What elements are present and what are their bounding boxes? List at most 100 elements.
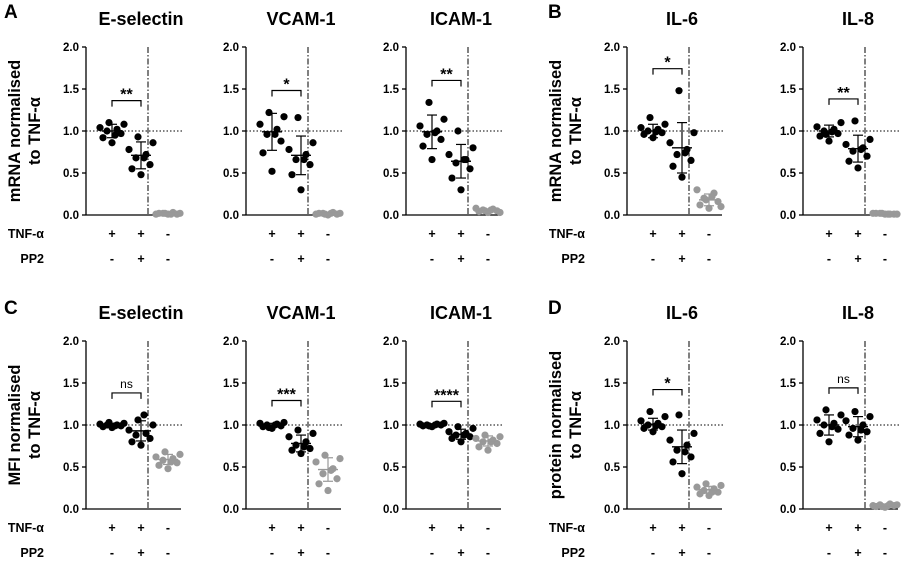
- data-point: [708, 488, 716, 496]
- data-point: [312, 210, 320, 218]
- condition-tnf-sign: +: [678, 521, 685, 535]
- y-tick-label: 1.5: [780, 378, 797, 390]
- data-point: [837, 411, 845, 419]
- condition-tnf-sign: -: [486, 227, 490, 241]
- significance-label: **: [837, 85, 850, 102]
- data-point: [256, 120, 264, 128]
- y-axis-title: mRNA normalised: [6, 60, 24, 202]
- y-tick-label: 1.0: [223, 420, 239, 432]
- panel-letter-a: A: [4, 2, 18, 23]
- data-point: [164, 465, 172, 473]
- y-tick-label: 0.5: [604, 168, 621, 180]
- chart-title: IL-8: [842, 303, 874, 323]
- data-point: [708, 192, 716, 201]
- data-point: [437, 135, 445, 143]
- data-point: [140, 154, 148, 162]
- data-point: [268, 167, 276, 175]
- condition-tnf-sign: +: [457, 227, 464, 241]
- condition-pp2-sign: -: [430, 252, 434, 266]
- data-point: [96, 420, 104, 428]
- condition-pp2-sign: +: [137, 252, 144, 266]
- chart-d1: IL-6 protein normalised to TNF-α 0.0 0.5 1.0 1…: [547, 303, 725, 560]
- y-tick-label: 1.5: [604, 84, 621, 96]
- condition-pp2-sign: -: [270, 546, 274, 560]
- data-point: [487, 438, 495, 446]
- condition-tnf-sign: +: [678, 227, 685, 241]
- data-point: [416, 420, 424, 428]
- y-tick-label: 0.0: [780, 210, 796, 222]
- condition-pp2-sign: +: [854, 546, 861, 560]
- condition-tnf-sign: +: [825, 227, 832, 241]
- data-point: [646, 113, 654, 122]
- chart-title: VCAM-1: [266, 9, 335, 29]
- data-point: [105, 418, 113, 427]
- data-point: [869, 502, 877, 510]
- data-point: [292, 441, 300, 449]
- data-point: [120, 120, 128, 128]
- data-point: [146, 161, 154, 169]
- data-point: [690, 129, 698, 137]
- data-point: [683, 441, 691, 449]
- data-point: [271, 130, 279, 138]
- chart-b2: IL-8 0.0 0.5 1.0 1.5 2.0 ** + + - - + -: [780, 9, 901, 266]
- significance-label: ***: [277, 386, 296, 403]
- data-point: [849, 147, 857, 155]
- data-point: [454, 127, 462, 135]
- condition-pp2-sign: -: [430, 546, 434, 560]
- data-point: [484, 446, 492, 454]
- data-point: [857, 145, 865, 154]
- data-point: [452, 431, 460, 439]
- panel-letter-c: C: [4, 298, 18, 319]
- condition-label-pp2: PP2: [561, 546, 585, 560]
- significance-bracket: [828, 387, 859, 394]
- condition-tnf-sign: +: [108, 521, 115, 535]
- significance-label: **: [120, 87, 133, 104]
- data-point: [423, 130, 431, 138]
- data-point: [469, 424, 477, 432]
- significance-bracket: [111, 100, 142, 107]
- condition-tnf-sign: -: [883, 521, 887, 535]
- data-point: [869, 209, 877, 217]
- y-tick-label: 0.5: [383, 462, 400, 474]
- y-tick-label: 1.5: [63, 84, 80, 96]
- data-point: [837, 119, 845, 127]
- y-tick-label: 1.0: [223, 126, 239, 138]
- y-tick-label: 1.0: [63, 420, 79, 432]
- condition-pp2-sign: -: [486, 252, 490, 266]
- data-point: [140, 411, 148, 419]
- data-point: [96, 124, 104, 132]
- data-point: [146, 434, 154, 443]
- chart-title: VCAM-1: [266, 303, 335, 323]
- chart-title: ICAM-1: [430, 9, 492, 29]
- data-point: [863, 428, 871, 436]
- condition-tnf-sign: -: [883, 227, 887, 241]
- significance-bracket: [431, 79, 462, 87]
- y-tick-label: 0.5: [63, 168, 80, 180]
- y-tick-label: 0.0: [223, 504, 239, 516]
- data-point: [288, 171, 296, 179]
- y-tick-label: 2.0: [604, 336, 620, 348]
- condition-tnf-sign: +: [268, 227, 275, 241]
- y-axis-title: MFI normalised: [6, 364, 24, 485]
- condition-pp2-sign: +: [137, 546, 144, 560]
- chart-b1: IL-6 mRNA normalised to TNF-α 0.0 0.5 1.0 1.5 2…: [547, 9, 725, 266]
- data-point: [661, 120, 669, 128]
- condition-pp2-sign: +: [457, 546, 464, 560]
- data-point: [263, 130, 271, 138]
- y-axis-title: mRNA normalised: [547, 60, 565, 202]
- data-point: [675, 411, 683, 419]
- y-tick-label: 2.0: [780, 42, 796, 54]
- data-point: [416, 122, 424, 130]
- condition-pp2-sign: -: [827, 546, 831, 560]
- data-point: [99, 134, 107, 142]
- data-point: [479, 438, 487, 446]
- condition-tnf-sign: +: [428, 227, 435, 241]
- data-point: [125, 145, 133, 154]
- condition-tnf-sign: +: [854, 521, 861, 535]
- data-point: [280, 418, 288, 427]
- significance-bracket: [652, 388, 683, 396]
- significance-bracket: [828, 98, 859, 105]
- data-point: [128, 438, 136, 446]
- condition-pp2-sign: +: [678, 546, 685, 560]
- data-point: [678, 470, 686, 478]
